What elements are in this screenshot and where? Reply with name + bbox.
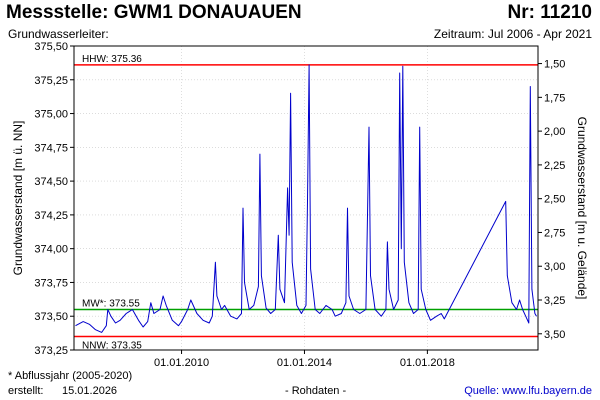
y-tick-label: 375,00 bbox=[34, 109, 68, 121]
aquifer-label: Grundwasserleiter: bbox=[8, 27, 109, 41]
y2-tick-label: 2,75 bbox=[544, 227, 565, 239]
y-tick-label: 373,50 bbox=[34, 311, 68, 323]
x-tick-label: 01.01.2014 bbox=[277, 357, 332, 369]
created-label: erstellt: bbox=[8, 385, 44, 397]
y-tick-label: 374,00 bbox=[34, 244, 68, 256]
reference-line-label: NNW: 373.35 bbox=[82, 340, 142, 351]
x-tick-label: 01.01.2010 bbox=[154, 357, 209, 369]
source-link[interactable]: Quelle: www.lfu.bayern.de bbox=[464, 385, 592, 397]
plot-area bbox=[73, 45, 539, 351]
y2-tick-label: 2,50 bbox=[544, 194, 565, 206]
y-tick-label: 374,25 bbox=[34, 210, 68, 222]
y-axis-label: Grundwasserstand [m ü. NN] bbox=[11, 121, 25, 276]
y2-tick-label: 3,50 bbox=[544, 329, 565, 341]
y2-tick-label: 2,00 bbox=[544, 126, 565, 138]
y-tick-label: 375,50 bbox=[34, 41, 68, 53]
y2-tick-label: 3,00 bbox=[544, 261, 565, 273]
y-tick-label: 373,75 bbox=[34, 277, 68, 289]
reference-line-label: HHW: 375.36 bbox=[82, 54, 142, 65]
series-layer bbox=[75, 64, 537, 333]
y-tick-label: 375,25 bbox=[34, 75, 68, 87]
y2-tick-label: 1,50 bbox=[544, 59, 565, 71]
y2-tick-label: 3,25 bbox=[544, 295, 565, 307]
y2-axis-label: Grundwasserstand [m u. Gelände] bbox=[575, 117, 589, 300]
series-line bbox=[75, 64, 537, 333]
reference-line-label: MW*: 373.55 bbox=[82, 298, 140, 309]
created-date: 15.01.2026 bbox=[62, 385, 118, 397]
raw-data-label: - Rohdaten - bbox=[285, 385, 347, 397]
y2-axis: 1,50 1,75 2,00 2,25 2,50 2,75 3,00 3,25 3,50 bbox=[538, 59, 565, 341]
y-tick-label: 374,50 bbox=[34, 176, 68, 188]
y2-tick-label: 2,25 bbox=[544, 160, 565, 172]
y-tick-label: 374,75 bbox=[34, 142, 68, 154]
x-axis: 01.01.2010 01.01.2014 01.01.2018 bbox=[154, 350, 455, 369]
station-number: Nr: 11210 bbox=[507, 2, 592, 23]
y2-tick-label: 1,75 bbox=[544, 92, 565, 104]
y-axis: 375,50 375,25 375,00 374,75 374,50 374,25 374,… bbox=[34, 41, 74, 357]
x-tick-label: 01.01.2018 bbox=[400, 357, 455, 369]
footnote: * Abflussjahr (2005-2020) bbox=[8, 370, 133, 382]
period-label: Zeitraum: Jul 2006 - Apr 2021 bbox=[433, 27, 592, 41]
page-title: Messstelle: GWM1 DONAUAUEN bbox=[6, 2, 302, 23]
reference-lines: HHW: 375.36 MW*: 373.55 NNW: 373.35 bbox=[74, 54, 538, 351]
y-tick-label: 373,25 bbox=[34, 345, 68, 357]
